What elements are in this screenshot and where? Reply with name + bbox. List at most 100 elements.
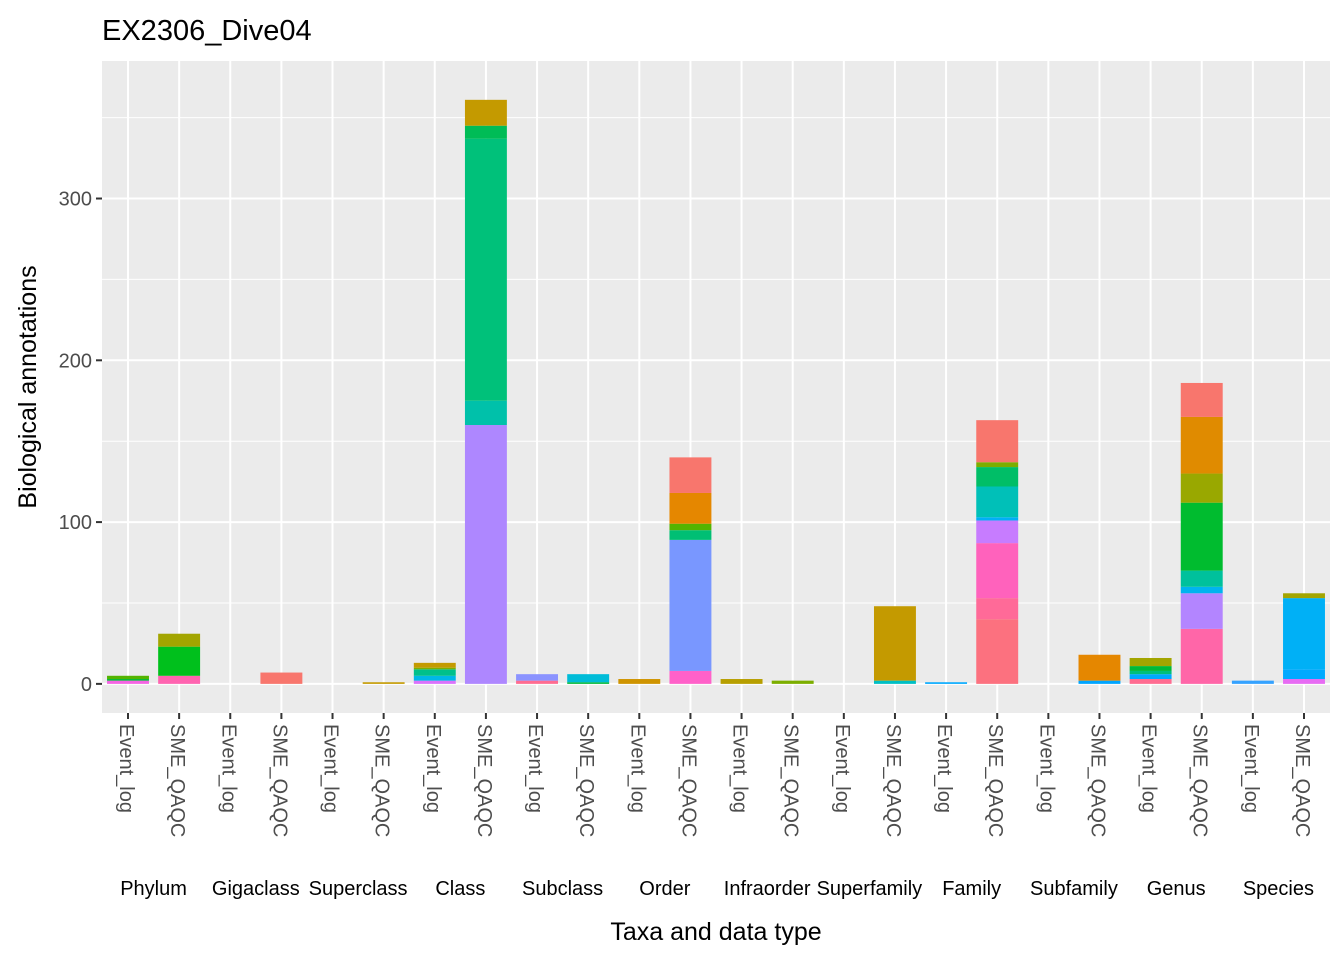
bar-segment	[413, 669, 456, 676]
bar-segment	[669, 539, 712, 671]
bars	[107, 99, 1325, 684]
bar-segment	[1180, 593, 1223, 629]
bar-segment	[413, 680, 456, 684]
bar-segment	[1078, 654, 1121, 681]
x-tick-label: Event_log	[1240, 724, 1262, 813]
bar-segment	[1283, 598, 1325, 670]
bar-class-sme-qaqc	[464, 99, 507, 684]
facet-label: Order	[639, 878, 690, 900]
bar-segment	[925, 682, 968, 684]
x-tick-label: SME_QAQC	[1086, 724, 1108, 837]
facet-label: Subclass	[522, 878, 603, 900]
facet-label: Subfamily	[1030, 878, 1118, 900]
bar-phylum-sme-qaqc	[158, 633, 201, 684]
y-tick-label: 300	[59, 189, 92, 211]
bar-segment	[1180, 586, 1223, 594]
x-tick-label: SME_QAQC	[1189, 724, 1211, 837]
bar-segment	[107, 675, 149, 680]
x-tick-label: Event_log	[1035, 724, 1057, 813]
bar-segment	[1180, 416, 1223, 474]
bar-segment	[669, 492, 712, 524]
bar-segment	[976, 486, 1019, 518]
bar-segment	[976, 467, 1019, 487]
x-tick-label: Event_log	[115, 724, 137, 813]
y-tick-label: 200	[59, 350, 92, 372]
x-tick-label: Event_log	[524, 724, 546, 813]
bar-segment	[1180, 502, 1223, 571]
bar-segment	[1129, 679, 1172, 684]
facet-label: Superfamily	[817, 878, 923, 900]
bar-species-sme-qaqc	[1283, 593, 1325, 684]
bar-segment	[1180, 570, 1223, 587]
bar-genus-sme-qaqc	[1180, 382, 1223, 684]
bar-segment	[413, 667, 456, 670]
bar-genus-event-log	[1129, 657, 1172, 684]
x-axis-ticks: Event_log SME_QAQC Event_log SME_QAQC Event_…	[115, 713, 1313, 837]
bar-segment	[771, 680, 814, 684]
bar-segment	[1231, 680, 1274, 684]
x-tick-label: Event_log	[626, 724, 648, 813]
bar-segment	[464, 400, 507, 426]
x-tick-label: Event_log	[1138, 724, 1160, 813]
plot-panel	[102, 61, 1330, 713]
bar-segment	[669, 457, 712, 493]
bar-segment	[618, 679, 661, 684]
y-tick-label: 100	[59, 512, 92, 534]
y-tick-label: 0	[81, 674, 92, 696]
x-tick-label: SME_QAQC	[677, 724, 699, 837]
bar-segment	[158, 633, 201, 647]
bar-superclass-sme-qaqc	[362, 682, 405, 684]
bar-segment	[669, 523, 712, 531]
bar-segment	[413, 662, 456, 668]
x-tick-label: SME_QAQC	[780, 724, 802, 837]
facet-label: Genus	[1147, 878, 1206, 900]
bar-segment	[976, 520, 1019, 544]
bar-infraorder-sme-qaqc	[771, 680, 814, 684]
bar-segment	[669, 530, 712, 540]
bar-phylum-event-log	[107, 675, 149, 684]
bar-segment	[464, 425, 507, 684]
bar-subclass-sme-qaqc	[567, 674, 610, 684]
bar-segment	[1180, 628, 1223, 684]
x-tick-label: SME_QAQC	[268, 724, 290, 837]
bar-segment	[720, 679, 763, 684]
bar-segment	[158, 646, 201, 676]
facet-label: Phylum	[120, 878, 187, 900]
facet-labels: Phylum Gigaclass Superclass Class Subclass Or…	[120, 878, 1314, 900]
x-tick-label: Event_log	[729, 724, 751, 813]
bar-class-event-log	[413, 662, 456, 684]
bar-segment	[1078, 680, 1121, 684]
bar-segment	[976, 598, 1019, 620]
bar-segment	[516, 674, 559, 681]
bar-segment	[413, 675, 456, 681]
facet-label: Gigaclass	[212, 878, 300, 900]
x-tick-label: SME_QAQC	[473, 724, 495, 837]
bar-segment	[1283, 669, 1325, 680]
bar-segment	[107, 679, 149, 681]
x-tick-label: Event_log	[320, 724, 342, 813]
bar-segment	[976, 462, 1019, 468]
facet-label: Species	[1243, 878, 1314, 900]
facet-label: Infraorder	[724, 878, 811, 900]
x-tick-label: Event_log	[422, 724, 444, 813]
bar-superfamily-sme-qaqc	[873, 606, 916, 684]
bar-segment	[1129, 674, 1172, 680]
bar-segment	[873, 680, 916, 684]
bar-segment	[1283, 593, 1325, 599]
bar-segment	[464, 99, 507, 126]
bar-segment	[464, 138, 507, 401]
bar-family-event-log	[925, 682, 968, 684]
bar-segment	[976, 420, 1019, 463]
bar-segment	[976, 517, 1019, 521]
facet-label: Family	[942, 878, 1001, 900]
x-tick-label: Event_log	[217, 724, 239, 813]
bar-segment	[1283, 679, 1325, 684]
x-tick-label: SME_QAQC	[984, 724, 1006, 837]
grid-lines	[102, 61, 1330, 713]
bar-segment	[873, 606, 916, 681]
bar-segment	[1180, 382, 1223, 417]
bar-segment	[1129, 666, 1172, 671]
x-tick-label: SME_QAQC	[575, 724, 597, 837]
